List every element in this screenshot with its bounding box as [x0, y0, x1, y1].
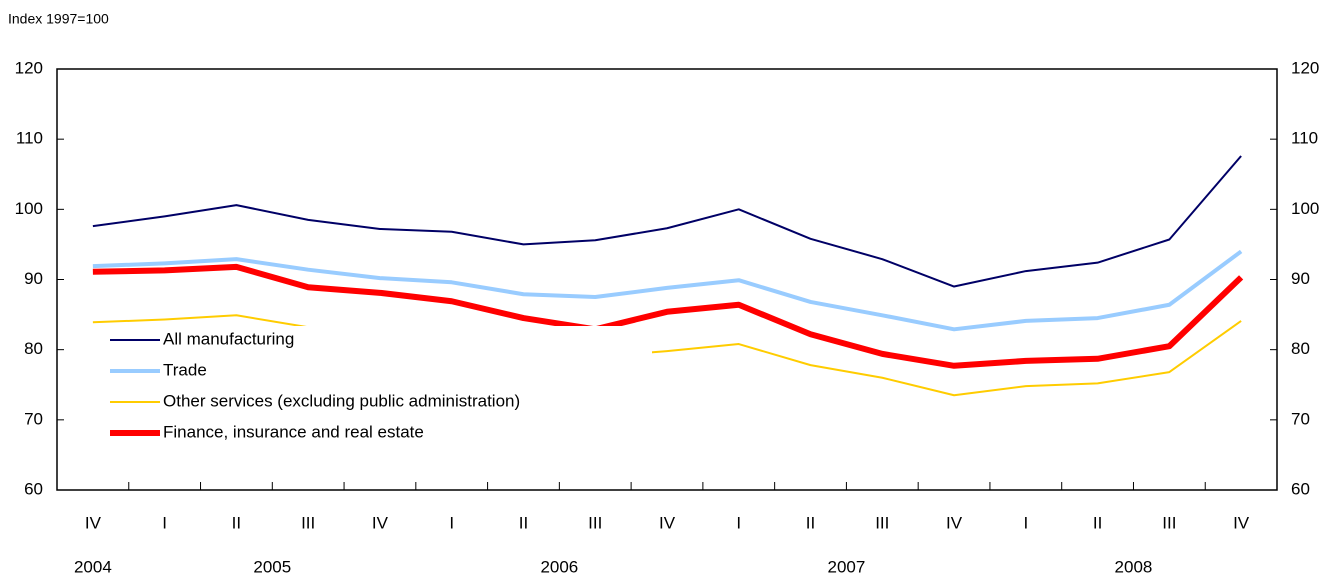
y-tick-label: 90	[24, 269, 43, 288]
y-tick-label: 60	[24, 479, 43, 498]
x-tick-label: IV	[946, 513, 963, 532]
x-tick-label: III	[588, 513, 602, 532]
x-tick-label: III	[1162, 513, 1176, 532]
x-group-label: 2004	[74, 557, 112, 576]
y2-tick-label: 90	[1291, 269, 1310, 288]
x-tick-label: III	[301, 513, 315, 532]
x-tick-label: I	[449, 513, 454, 532]
y-tick-label: 100	[15, 199, 43, 218]
y2-tick-label: 70	[1291, 409, 1310, 428]
x-tick-label: IV	[1233, 513, 1250, 532]
y-tick-label: 120	[15, 58, 43, 77]
y-tick-label: 70	[24, 409, 43, 428]
x-tick-label: II	[1093, 513, 1102, 532]
y2-tick-label: 110	[1291, 129, 1318, 148]
x-tick-label: II	[232, 513, 241, 532]
x-group-label: 2005	[253, 557, 291, 576]
x-tick-label: IV	[659, 513, 676, 532]
legend: All manufacturing Trade Other services (ex…	[100, 326, 652, 478]
x-group-label: 2008	[1115, 557, 1153, 576]
x-tick-label: III	[875, 513, 889, 532]
y-tick-label: 80	[24, 339, 43, 358]
legend-label: All manufacturing	[163, 329, 294, 348]
x-tick-label: II	[519, 513, 528, 532]
y2-tick-label: 100	[1291, 199, 1319, 218]
x-tick-label: I	[1023, 513, 1028, 532]
y2-tick-label: 80	[1291, 339, 1310, 358]
plot-frame	[56, 68, 1278, 491]
series-line	[92, 263, 1244, 369]
legend-label: Finance, insurance and real estate	[163, 422, 424, 441]
legend-box	[100, 326, 652, 478]
y2-tick-label: 60	[1291, 479, 1310, 498]
y-tick-label: 110	[16, 129, 43, 148]
legend-label: Other services (excluding public adminis…	[163, 391, 520, 410]
series-line	[92, 155, 1242, 288]
x-tick-label: IV	[85, 513, 102, 532]
x-tick-label: IV	[372, 513, 389, 532]
x-group-label: 2006	[540, 557, 578, 576]
y2-tick-label: 120	[1291, 58, 1319, 77]
legend-label: Trade	[163, 360, 207, 379]
x-group-label: 2007	[827, 557, 865, 576]
series-line	[92, 249, 1243, 332]
x-tick-label: I	[736, 513, 741, 532]
x-tick-label: II	[806, 513, 815, 532]
x-tick-label: I	[162, 513, 167, 532]
series-line	[92, 314, 1242, 397]
y-axis-label: Index 1997=100	[8, 11, 109, 27]
